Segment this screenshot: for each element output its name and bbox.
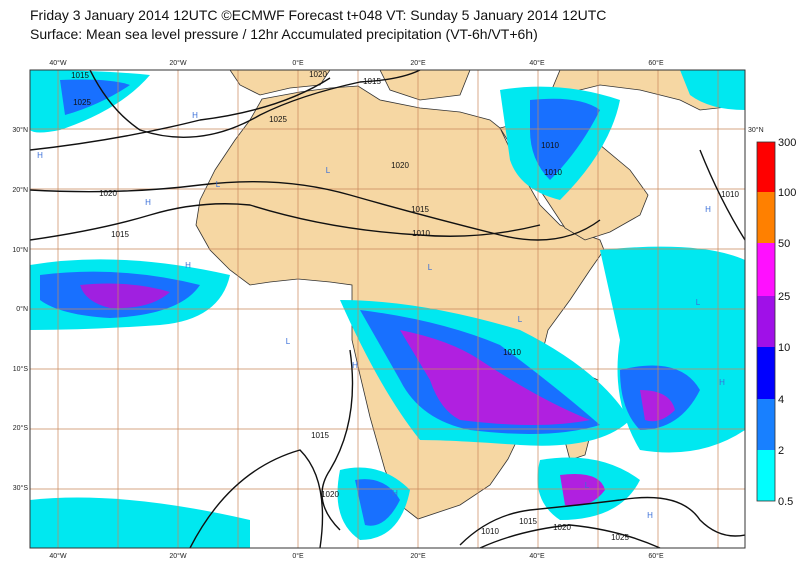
lon-label: 60°E: [648, 59, 664, 67]
isobar-label: 1015: [311, 431, 329, 440]
pressure-centre: H: [719, 378, 725, 387]
title: Friday 3 January 2014 12UTC ©ECMWF Forec…: [30, 7, 606, 23]
colorbar-label: 50: [778, 238, 790, 250]
lat-label: 0°N: [16, 305, 28, 313]
isobar-label: 1015: [519, 517, 537, 526]
pressure-centres: H H L L H L H L H L H L H H L H: [37, 111, 725, 520]
pressure-centre: H: [185, 261, 191, 270]
pressure-centre: H: [647, 511, 653, 520]
isobar-label: 1020: [553, 523, 571, 532]
lon-label: 40°W: [49, 552, 67, 560]
isobar-label: 1015: [111, 230, 129, 239]
lat-label: 20°N: [12, 186, 28, 194]
isobar-label: 1010: [541, 141, 559, 150]
colorbar-label: 10: [778, 342, 790, 354]
isobar-label: 1010: [721, 190, 739, 199]
colorbar: 300 100 50 25 10 4 2 0.5: [756, 137, 796, 508]
isobar-label: 1020: [99, 189, 117, 198]
lat-label: 30°S: [13, 484, 29, 492]
isobar-label: 1020: [391, 161, 409, 170]
lon-label: 60°E: [648, 552, 664, 560]
isobar-label: 1025: [611, 533, 629, 542]
lon-label: 0°E: [292, 552, 304, 560]
lon-label: 40°E: [529, 59, 545, 67]
colorbar-label: 100: [778, 187, 796, 199]
colorbar-label: 300: [778, 137, 796, 149]
lat-label: 30°N: [12, 126, 28, 134]
colorbar-label: 0.5: [778, 496, 793, 508]
isobar-label: 1015: [363, 77, 381, 86]
colorbar-frame: [756, 141, 776, 502]
isobar-labels: 1020 1015 1025 1025 1015 1020 1015 1010 1020 1015…: [71, 70, 739, 542]
colorbar-segment: [757, 142, 775, 192]
pressure-centre: H: [145, 198, 151, 207]
lat-label: 10°N: [12, 246, 28, 254]
isobar-label: 1015: [411, 205, 429, 214]
colorbar-segment: [757, 296, 775, 347]
colorbar-segment: [757, 192, 775, 243]
isobar-label: 1020: [321, 490, 339, 499]
lat-label: 20°S: [13, 424, 29, 432]
map-frame: [29, 69, 746, 549]
pressure-centre: H: [352, 361, 358, 370]
pressure-centre: L: [696, 298, 701, 307]
pressure-centre: H: [392, 489, 398, 498]
pressure-centre: L: [428, 263, 433, 272]
isobars: [30, 70, 745, 548]
colorbar-segment: [757, 243, 775, 296]
colorbar-segment: [757, 450, 775, 501]
colorbar-label: 2: [778, 445, 784, 457]
isobar-label: 1010: [412, 229, 430, 238]
pressure-centre: L: [326, 166, 331, 175]
colorbar-segment: [757, 399, 775, 450]
isobar-label: 1015: [71, 71, 89, 80]
pressure-centre: H: [705, 205, 711, 214]
isobar-label: 1025: [269, 115, 287, 124]
pressure-centre: L: [216, 180, 221, 189]
lon-label: 20°E: [410, 552, 426, 560]
isobar-label: 1025: [73, 98, 91, 107]
isobar-label: 1010: [481, 527, 499, 536]
pressure-centre: L: [286, 337, 291, 346]
lon-label: 20°E: [410, 59, 426, 67]
precipitation: [30, 70, 745, 548]
lon-label: 20°W: [169, 552, 187, 560]
colorbar-label: 4: [778, 394, 784, 406]
lat-label: 30°N: [748, 126, 764, 134]
isobar-label: 1020: [309, 70, 327, 79]
lon-label: 0°E: [292, 59, 304, 67]
colorbar-segment: [757, 347, 775, 399]
subtitle: Surface: Mean sea level pressure / 12hr …: [30, 26, 538, 42]
pressure-centre: H: [192, 111, 198, 120]
isobar-label: 1010: [544, 168, 562, 177]
graticule: [30, 70, 745, 548]
axis-labels: 40°W 40°W 20°W 20°W 0°E 0°E 20°E 20°E 40°E 40°E 60…: [12, 59, 763, 560]
colorbar-label: 25: [778, 291, 790, 303]
pressure-centre: L: [585, 481, 590, 490]
pressure-centre: L: [518, 315, 523, 324]
isobar-label: 1010: [503, 348, 521, 357]
lat-label: 10°S: [13, 365, 29, 373]
pressure-centre: H: [37, 151, 43, 160]
lon-label: 40°W: [49, 59, 67, 67]
lon-label: 40°E: [529, 552, 545, 560]
lon-label: 20°W: [169, 59, 187, 67]
